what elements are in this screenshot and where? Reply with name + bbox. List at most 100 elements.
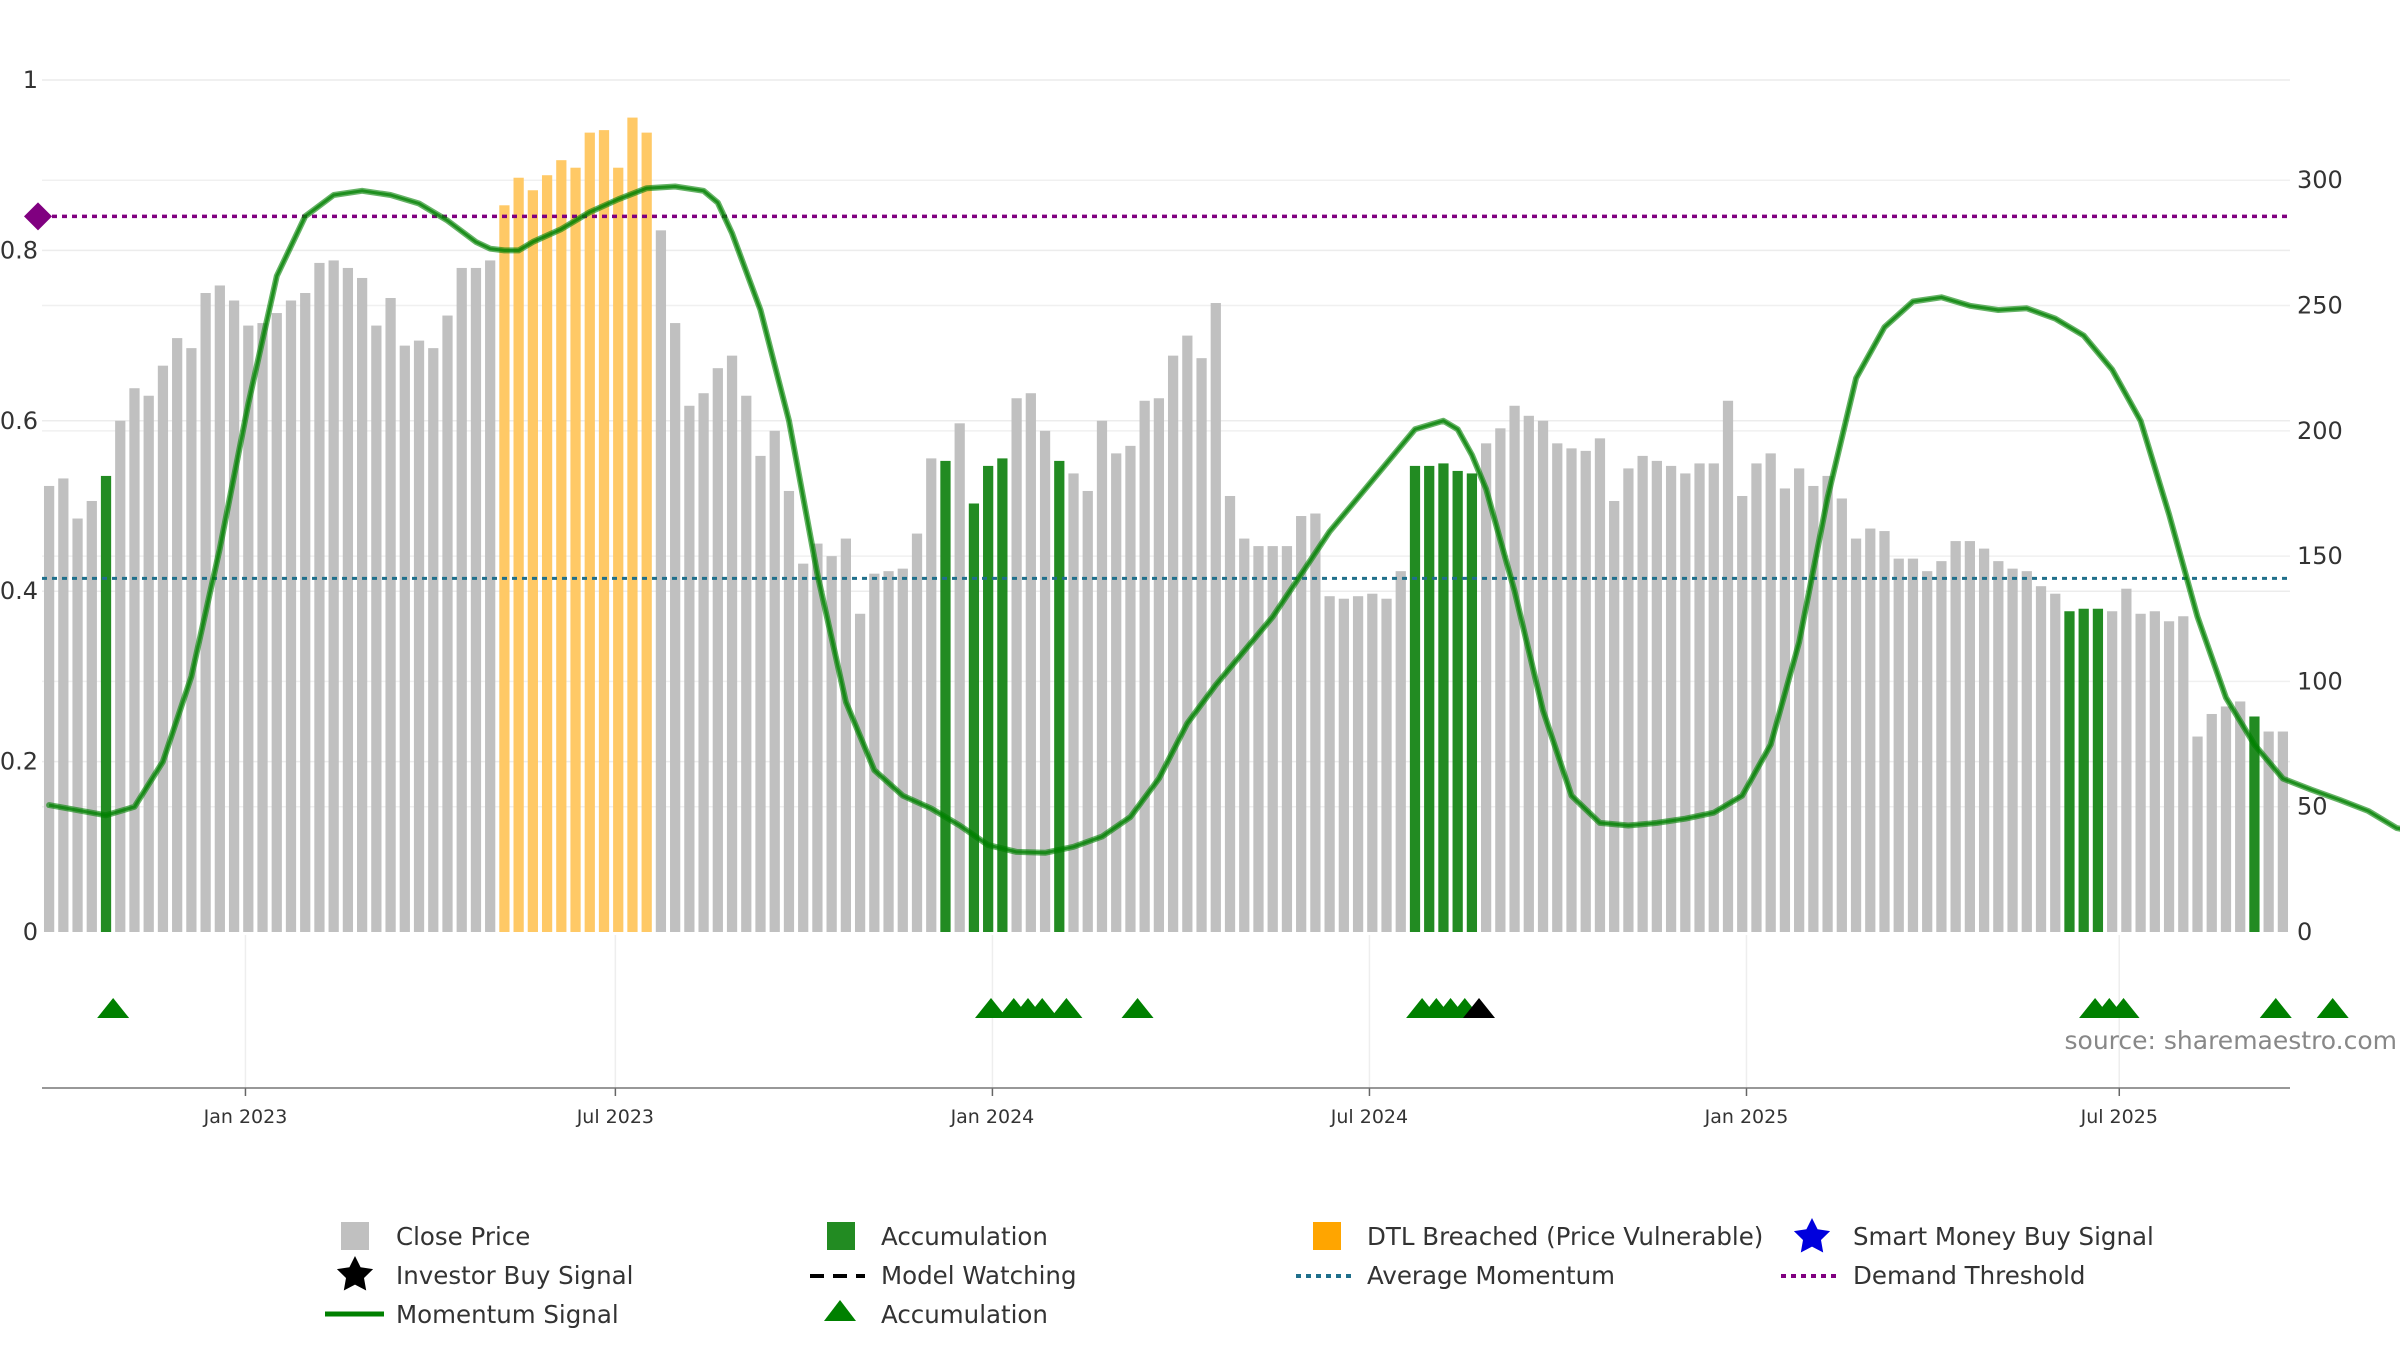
close-price-bar <box>2277 731 2289 932</box>
accumulation-bar <box>968 503 980 932</box>
axes: 0 0.2 0.4 0.6 0.8 1 0 50 100 150 200 250 300 Jan 2023… <box>0 66 2343 1128</box>
accumulation-triangle-icon <box>1121 998 1154 1018</box>
close-price-bar <box>300 293 311 932</box>
close-price-bar <box>1324 596 1335 932</box>
close-price-bar <box>413 340 425 932</box>
x-tick-label: Jul 2024 <box>1330 1106 1408 1128</box>
close-price-bar <box>186 348 197 933</box>
accumulation-triangle-icon <box>974 998 1007 1018</box>
close-price-bar <box>1253 546 1264 932</box>
close-price-bar <box>1267 546 1278 932</box>
close-price-bar <box>1623 468 1634 932</box>
close-price-bar <box>926 458 937 932</box>
dtl-breached-bar <box>641 132 652 932</box>
legend-close-price-swatch <box>341 1222 369 1250</box>
close-price-bar <box>357 277 368 932</box>
close-price-bar <box>2206 713 2217 932</box>
close-price-bar <box>442 315 453 932</box>
accumulation-bar <box>2092 608 2104 932</box>
close-price-bar <box>798 563 809 932</box>
y-right-tick-label: 250 <box>2297 292 2343 320</box>
close-price-bar <box>2178 616 2189 932</box>
close-price-bar <box>655 230 667 933</box>
close-price-bar <box>1068 473 1079 932</box>
close-price-bar <box>1495 428 1506 932</box>
dtl-breached-bar <box>570 167 581 933</box>
x-tick-label: Jan 2023 <box>203 1106 288 1128</box>
close-price-bar <box>385 298 396 932</box>
close-price-bar <box>2007 568 2018 932</box>
close-price-bar <box>157 365 169 932</box>
close-price-bar <box>1808 485 1819 932</box>
close-price-bar <box>1537 420 1549 932</box>
close-price-bar <box>371 325 382 932</box>
y-right-tick-label: 200 <box>2297 417 2343 445</box>
close-price-bar <box>1210 303 1221 932</box>
close-price-bar <box>769 430 780 932</box>
legend-dtl-swatch <box>1313 1222 1341 1250</box>
close-price-bar <box>2220 706 2232 932</box>
legend-accumulation-triangle-label: Accumulation <box>881 1300 1048 1329</box>
dtl-breached-bar <box>613 167 624 933</box>
legend-investor-buy-star-icon <box>336 1256 374 1291</box>
close-price-bar <box>470 267 482 932</box>
close-price-bar <box>869 573 880 932</box>
y-right-tick-label: 300 <box>2297 166 2343 194</box>
close-price-bar <box>2135 613 2146 932</box>
close-price-bar <box>1082 490 1093 932</box>
close-price-bar <box>1651 460 1662 932</box>
close-price-bar <box>2192 736 2203 932</box>
accumulation-bar <box>1466 473 1478 932</box>
close-price-bar <box>1865 528 1876 932</box>
accumulation-bar <box>1452 470 1463 932</box>
y-right-tick-label: 150 <box>2297 542 2343 570</box>
momentum-line <box>46 183 2400 856</box>
close-price-bar <box>854 613 866 932</box>
close-price-bar <box>1680 473 1691 932</box>
close-price-bar <box>1310 513 1321 932</box>
legend-demand-threshold-label: Demand Threshold <box>1853 1261 2085 1290</box>
close-price-bar <box>58 478 69 932</box>
close-price-bar <box>1993 561 2004 932</box>
y-right-tick-label: 50 <box>2297 793 2328 821</box>
dtl-breached-bar <box>499 205 510 932</box>
close-price-bar <box>1239 538 1250 932</box>
close-price-bar <box>1552 443 1563 932</box>
close-price-bar <box>1196 358 1207 932</box>
y-left-tick-label: 0.8 <box>0 236 38 264</box>
close-price-bar <box>1025 393 1036 932</box>
close-price-bar <box>2021 571 2032 932</box>
close-price-bar <box>342 267 354 932</box>
close-price-bar <box>1153 398 1165 932</box>
accumulation-bar <box>1409 465 1421 932</box>
close-price-bar <box>911 533 923 932</box>
close-price-bar <box>1950 541 1961 932</box>
close-price-bar <box>1139 400 1150 932</box>
close-price-bar <box>812 543 823 932</box>
y-left-tick-label: 0.2 <box>0 748 38 776</box>
investor-signal-triangle-icon <box>1463 998 1496 1018</box>
accumulation-triangle-icon <box>97 998 130 1018</box>
close-price-bar <box>1737 495 1748 932</box>
close-price-bar <box>897 568 908 932</box>
close-price-bar <box>1111 453 1122 932</box>
y-left-tick-label: 1 <box>23 66 38 94</box>
close-price-bar <box>456 267 467 932</box>
close-price-bar <box>314 262 325 932</box>
accumulation-bar <box>2249 716 2260 932</box>
close-price-bar <box>1296 516 1307 932</box>
legend-smart-money-label: Smart Money Buy Signal <box>1853 1222 2154 1251</box>
legend-accumulation-triangle-icon <box>824 1300 856 1321</box>
close-price-bar <box>2263 731 2274 932</box>
accumulation-triangle-icon <box>1026 998 1059 1018</box>
close-price-bar <box>1011 398 1022 932</box>
close-price-bar <box>1893 558 1904 932</box>
dtl-breached-bar <box>527 190 538 933</box>
close-price-bar <box>1637 455 1648 932</box>
accumulation-triangle-icon <box>2316 998 2349 1018</box>
accumulation-bar <box>1054 460 1065 932</box>
close-price-bar <box>1367 593 1378 932</box>
close-price-bar <box>1879 531 1890 932</box>
close-price-bar <box>2107 611 2118 932</box>
close-price-bar <box>1978 548 1990 932</box>
